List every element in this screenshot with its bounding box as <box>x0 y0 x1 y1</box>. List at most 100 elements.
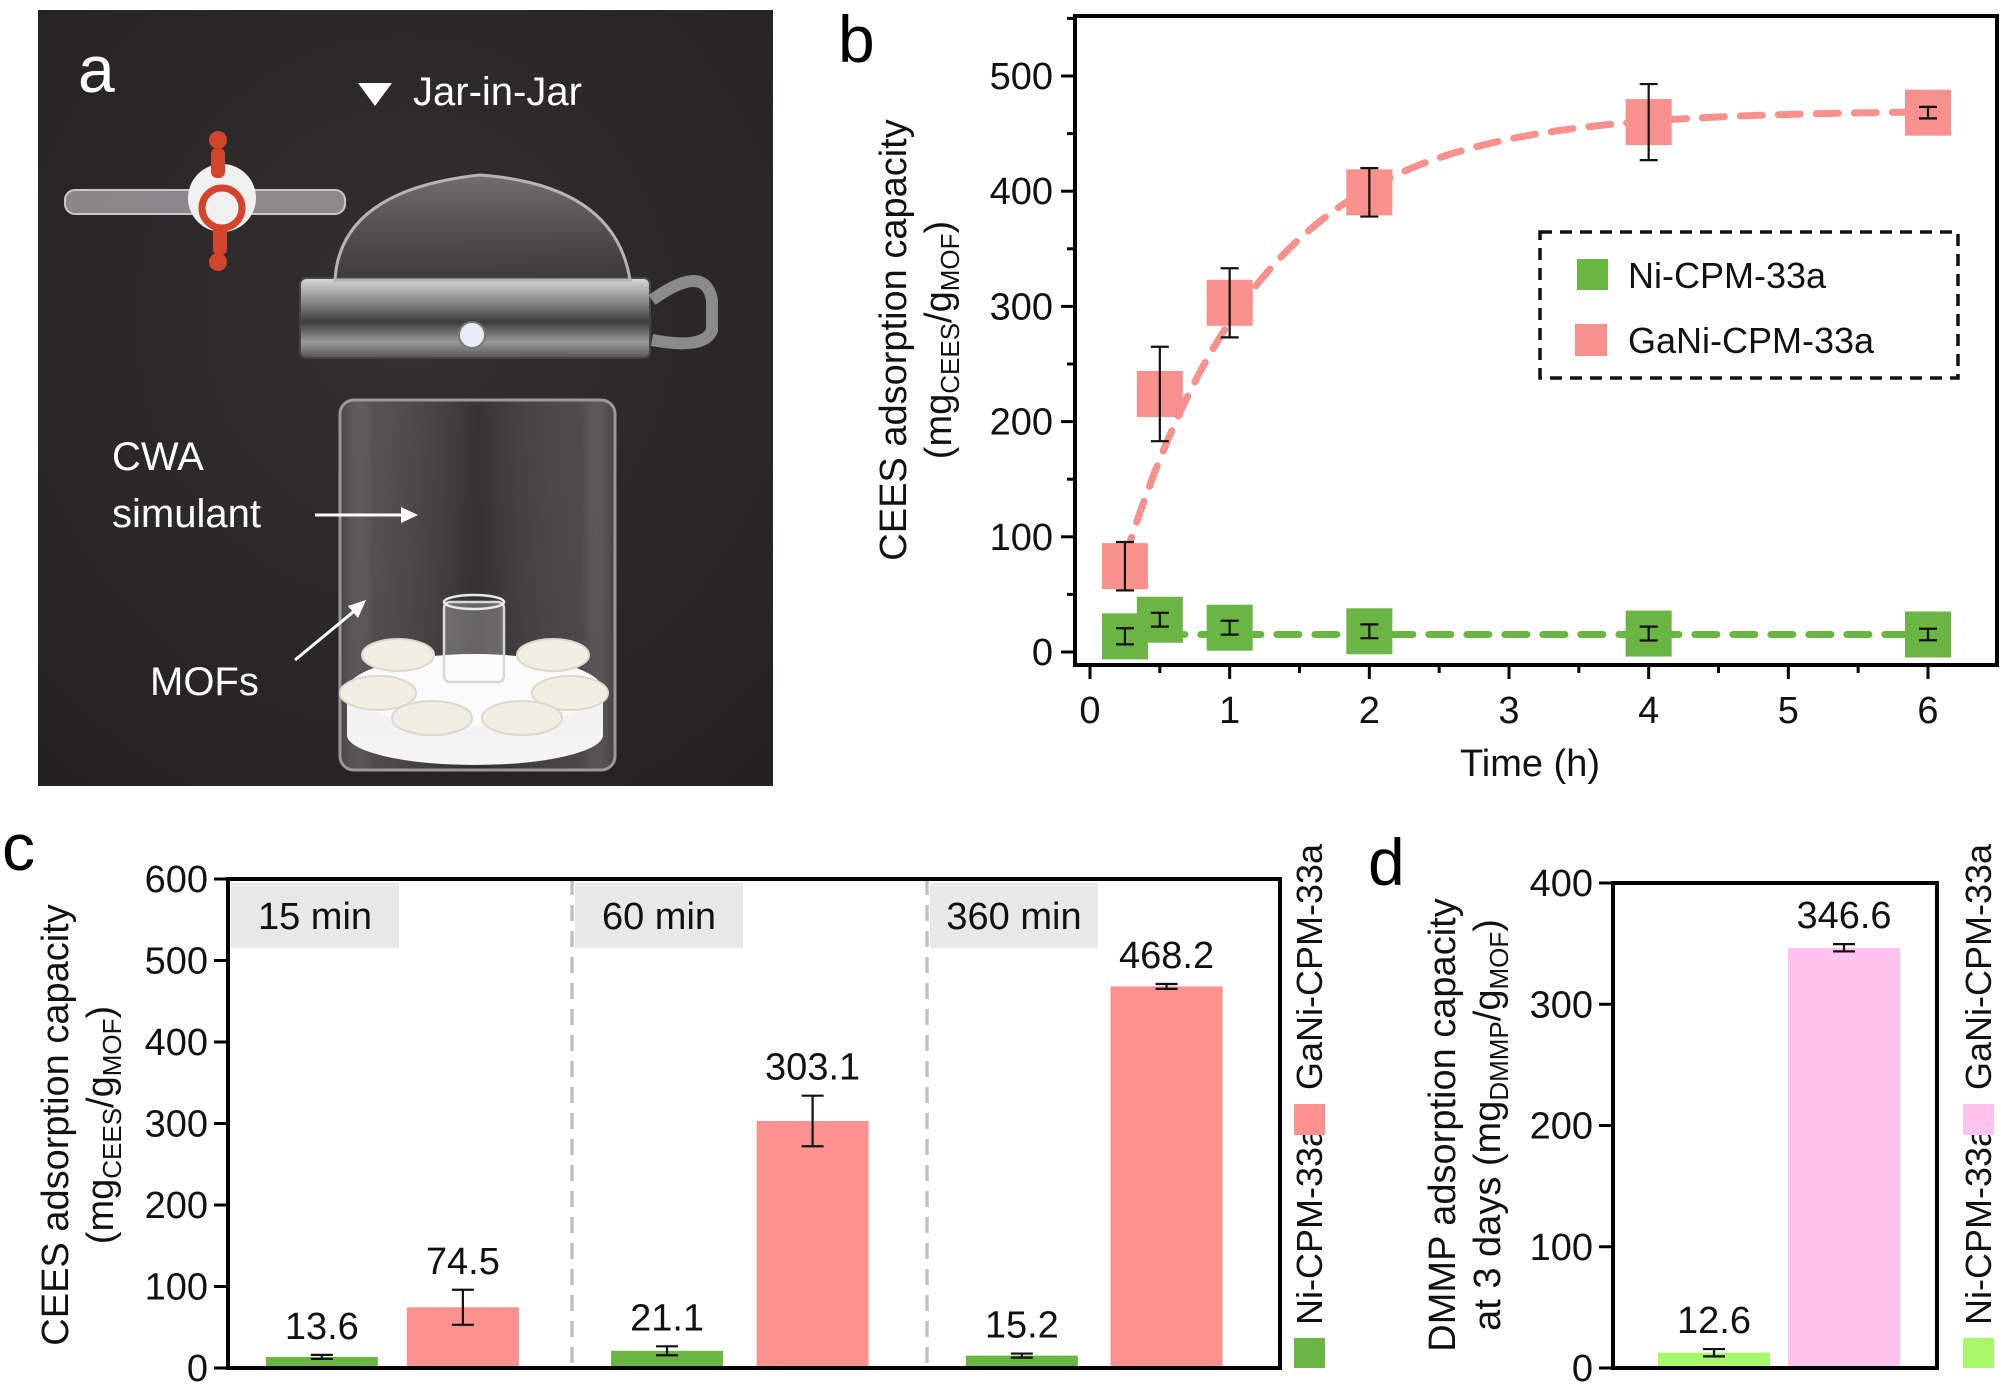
y-tick-label: 100 <box>145 1267 208 1309</box>
panel-c-letter: c <box>2 810 35 884</box>
legend-swatch-gani <box>1294 1104 1325 1135</box>
y-tick-label: 100 <box>1530 1227 1593 1269</box>
error-bar <box>656 1345 679 1357</box>
panel-b-axes-frame <box>1073 14 1999 667</box>
bar-ni <box>965 1355 1078 1368</box>
bar-value-label: 74.5 <box>426 1241 500 1283</box>
panel-b-letter: b <box>838 2 875 76</box>
legend-box <box>1538 230 1960 380</box>
panel-b-x-axis-label: Time (h) <box>1460 743 1600 785</box>
y-axis-label-line2: (mgCEES/gMOF) <box>80 1006 127 1244</box>
panel-c-chart: c 15 min 60 min 360 min 13.6 74.5 21.1 303.1 1… <box>2 810 1330 1388</box>
y-tick-label: 200 <box>990 402 1053 444</box>
y-tick-label: 0 <box>1032 632 1053 674</box>
legend-label-gani: GaNi-CPM-33a <box>1958 843 1999 1090</box>
bar-value-label: 12.6 <box>1677 1300 1751 1342</box>
bar-ni <box>265 1356 378 1368</box>
error-bar <box>1150 345 1169 443</box>
error-bar <box>1115 627 1134 646</box>
jar-in-jar-label: Jar-in-Jar <box>413 70 582 114</box>
error-bar <box>1150 611 1169 628</box>
y-tick-label: 100 <box>990 517 1053 559</box>
legend-swatch-ni <box>1294 1338 1325 1368</box>
simulant-beaker <box>442 600 506 684</box>
mofs-label: MOFs <box>150 660 259 704</box>
category-box <box>575 883 743 948</box>
panel-d-y-axis-label: DMMP adsorption capacity at 3 days (mgDM… <box>1422 898 1514 1351</box>
fit-curve-gani <box>1121 108 1931 562</box>
mof-cups <box>339 638 609 736</box>
x-tick-label: 4 <box>1638 690 1659 732</box>
legend-swatch-gani <box>1575 324 1607 356</box>
error-bar <box>1010 1352 1033 1359</box>
legend-label-ni: Ni-CPM-33a <box>1958 1126 1999 1325</box>
cwa-label-line2: simulant <box>112 492 261 536</box>
panel-b-y-axis-label: CEES adsorption capacity (mgCEES/gMOF) <box>873 119 965 560</box>
panel-a-letter: a <box>78 32 115 106</box>
y-tick-label: 200 <box>145 1185 208 1227</box>
y-axis-label-line1: DMMP adsorption capacity <box>1422 898 1464 1351</box>
bar-value-label: 346.6 <box>1796 895 1891 937</box>
error-bar <box>1155 982 1178 990</box>
y-tick-label: 0 <box>187 1348 208 1388</box>
y-tick-label: 500 <box>145 941 208 983</box>
legend-label-gani: GaNi-CPM-33a <box>1628 320 1875 361</box>
error-bar <box>1360 623 1379 640</box>
bar-value-label: 15.2 <box>985 1305 1059 1347</box>
bar-ni <box>1658 1352 1770 1368</box>
bar-value-label: 21.1 <box>630 1297 704 1339</box>
clamp-screw <box>458 321 486 349</box>
y-tick-label: 500 <box>990 56 1053 98</box>
y-tick-label: 300 <box>1530 984 1593 1026</box>
arrow-head-icon <box>401 507 418 523</box>
error-bar <box>1919 105 1937 120</box>
error-bar <box>1220 619 1239 636</box>
y-tick-label: 400 <box>145 1022 208 1064</box>
category-label: 360 min <box>946 896 1081 938</box>
y-axis-label-line2: (mgCEES/gMOF) <box>918 221 965 459</box>
panel-d-legend: Ni-CPM-33a GaNi-CPM-33a <box>1958 843 1999 1368</box>
x-tick-label: 2 <box>1359 690 1380 732</box>
error-bar <box>1115 540 1134 592</box>
error-bar <box>1220 267 1239 339</box>
x-tick-label: 3 <box>1498 690 1519 732</box>
category-box <box>930 883 1098 948</box>
error-bar <box>1360 167 1379 218</box>
category-label: 60 min <box>602 896 716 938</box>
x-tick-label: 1 <box>1219 690 1240 732</box>
glass-lid <box>333 173 632 282</box>
mofs-arrow <box>294 606 359 662</box>
bar-ni <box>611 1350 724 1368</box>
bar-gani <box>1788 947 1900 1368</box>
y-tick-label: 300 <box>145 1104 208 1146</box>
category-box <box>231 883 399 948</box>
y-tick-label: 400 <box>990 171 1053 213</box>
x-tick-label: 5 <box>1778 690 1799 732</box>
category-label: 15 min <box>258 896 372 938</box>
legend-label-ni: Ni-CPM-33a <box>1628 255 1827 296</box>
x-tick-label: 0 <box>1079 690 1100 732</box>
clamp-handle <box>648 275 718 350</box>
arrow-head-icon <box>348 600 366 618</box>
panel-b-legend: Ni-CPM-33a GaNi-CPM-33a <box>1538 230 1960 380</box>
legend-swatch-ni <box>1963 1338 1994 1368</box>
error-bar <box>1703 1347 1725 1358</box>
error-bar <box>801 1094 824 1148</box>
y-axis-label-line1: CEES adsorption capacity <box>35 904 77 1345</box>
legend-swatch-gani <box>1963 1104 1994 1135</box>
y-axis-label-line2: at 3 days (mgDMMP/gMOF) <box>1467 919 1514 1331</box>
error-bar <box>1639 82 1658 162</box>
y-tick-label: 300 <box>990 286 1053 328</box>
legend-swatch-ni <box>1577 259 1608 290</box>
error-bar <box>1833 943 1855 953</box>
y-tick-label: 400 <box>1530 863 1593 905</box>
bar-value-label: 468.2 <box>1119 935 1214 977</box>
bar-gani <box>756 1120 869 1368</box>
error-bar <box>1919 627 1937 642</box>
bar-value-label: 303.1 <box>765 1047 860 1089</box>
error-bar <box>1639 625 1658 642</box>
panel-d-letter: d <box>1368 825 1405 899</box>
bar-gani <box>1110 986 1223 1368</box>
panel-c-legend: Ni-CPM-33a GaNi-CPM-33a <box>1289 843 1330 1368</box>
